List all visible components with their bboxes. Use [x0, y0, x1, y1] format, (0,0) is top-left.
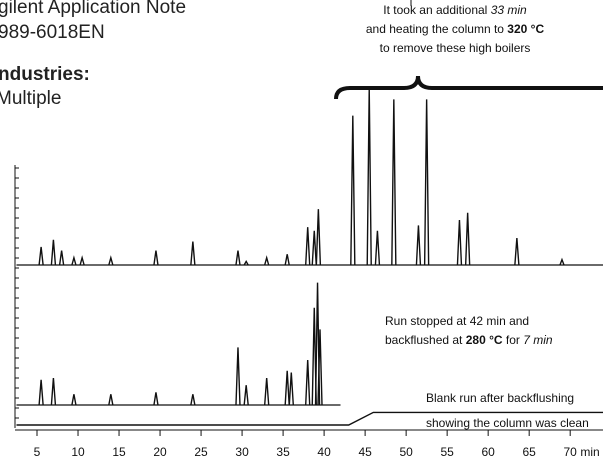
peak	[108, 394, 114, 406]
x-tick-label: 55	[440, 445, 454, 459]
annotation-segment: Run stopped at 42 min and	[385, 314, 529, 328]
annotation-segment: Blank run after backflushing	[426, 391, 574, 405]
peak	[71, 394, 77, 406]
annotation-segment: 320 °C	[507, 22, 544, 36]
peak	[288, 372, 294, 406]
x-tick-label: 5	[34, 445, 41, 459]
brace	[334, 75, 603, 100]
peak	[304, 359, 311, 406]
peak	[235, 347, 241, 406]
annotation-segment: It took an additional	[383, 3, 490, 17]
peak	[311, 230, 317, 266]
peak	[464, 212, 471, 266]
peak	[38, 246, 44, 266]
annotation-segment: 33 min	[491, 3, 527, 17]
peak	[153, 392, 159, 406]
x-tick-label: 60	[481, 445, 495, 459]
industries-value: Multiple	[0, 88, 61, 109]
annotation-segment: 280 °C	[466, 333, 503, 347]
annotation-segment: to remove these high boilers	[380, 41, 531, 55]
x-tick-label: 65	[522, 445, 536, 459]
x-tick-label: 35	[276, 445, 290, 459]
x-tick-label: 45	[358, 445, 372, 459]
blank-trace	[16, 411, 603, 426]
peak	[456, 219, 463, 266]
annotation-segment: for	[503, 333, 524, 347]
peak	[153, 250, 159, 266]
x-tick-label: 10	[71, 445, 85, 459]
peak	[366, 88, 372, 266]
annotation: backflushed at 280 °C for 7 min	[385, 333, 553, 347]
annotation-segment: backflushed at	[385, 333, 466, 347]
x-tick-label: 25	[194, 445, 208, 459]
x-tick-label: 50	[399, 445, 413, 459]
peak	[374, 230, 381, 266]
x-unit: min	[580, 445, 599, 459]
peak	[190, 241, 196, 266]
peak	[71, 255, 77, 266]
annotation: It took an additional 33 min	[383, 3, 527, 17]
header-line: gilent Application Note	[0, 0, 186, 18]
annotation: Blank run after backflushing	[426, 391, 574, 405]
x-tick-label: 30	[235, 445, 249, 459]
annotation-segment: 7 min	[523, 333, 553, 347]
annotation-segment: showing the column was clean	[426, 416, 589, 430]
peak	[243, 385, 249, 406]
peak	[263, 377, 270, 406]
peak	[559, 257, 565, 266]
peak	[415, 225, 422, 266]
annotation: and heating the column to 320 °C	[366, 22, 545, 36]
header-line: 989-6018EN	[0, 22, 105, 43]
peak	[317, 329, 323, 406]
peak	[235, 250, 241, 266]
peak	[190, 394, 196, 406]
annotation-segment: and heating the column to	[366, 22, 507, 36]
peak	[243, 259, 249, 266]
x-tick-label: 70	[564, 445, 578, 459]
peak	[264, 255, 270, 266]
peak	[50, 239, 57, 266]
peak	[38, 379, 44, 406]
x-tick-label: 20	[153, 445, 167, 459]
annotation: showing the column was clean	[426, 416, 589, 430]
annotation: Run stopped at 42 min and	[385, 314, 529, 328]
peak	[284, 254, 290, 266]
y-minor-ticks	[15, 167, 19, 419]
peak	[423, 99, 430, 266]
x-tick-label: 15	[112, 445, 126, 459]
peak	[284, 370, 290, 406]
peak	[58, 250, 65, 266]
peak	[50, 377, 57, 406]
peak	[514, 237, 520, 266]
annotation: to remove these high boilers	[380, 41, 531, 55]
peak	[79, 255, 85, 266]
peak	[108, 255, 114, 266]
peak	[391, 99, 397, 266]
peak	[304, 227, 311, 266]
peak	[350, 115, 356, 266]
x-tick-label: 40	[317, 445, 331, 459]
peak	[315, 209, 322, 266]
industries-label: ndustries:	[0, 64, 90, 85]
